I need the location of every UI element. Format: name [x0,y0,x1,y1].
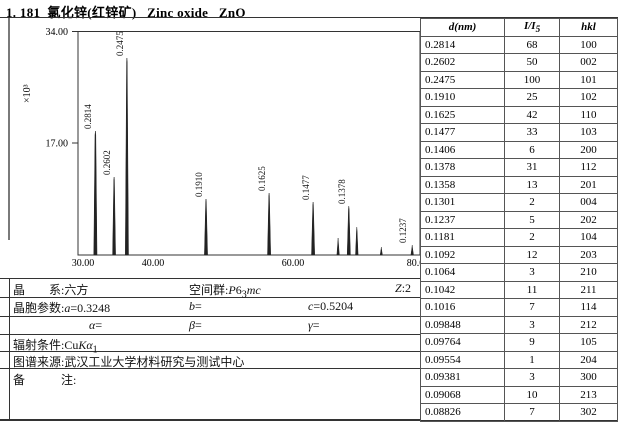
svg-text:0.1625: 0.1625 [257,166,267,191]
svg-text:0.2602: 0.2602 [102,150,112,175]
svg-text:0.1910: 0.1910 [194,172,204,197]
svg-text:40.00: 40.00 [142,258,165,269]
svg-text:0.1237: 0.1237 [398,218,408,243]
svg-text:×10³: ×10³ [22,84,33,103]
svg-text:0.1378: 0.1378 [337,179,347,204]
svg-text:60.00: 60.00 [282,258,305,269]
svg-text:34.00: 34.00 [46,27,69,38]
svg-text:0.1477: 0.1477 [301,175,311,200]
svg-text:30.00: 30.00 [72,258,95,269]
svg-text:0.2475: 0.2475 [115,31,125,56]
svg-text:17.00: 17.00 [46,139,69,150]
svg-text:80.00: 80.00 [407,258,420,269]
svg-text:0.2814: 0.2814 [83,104,93,129]
